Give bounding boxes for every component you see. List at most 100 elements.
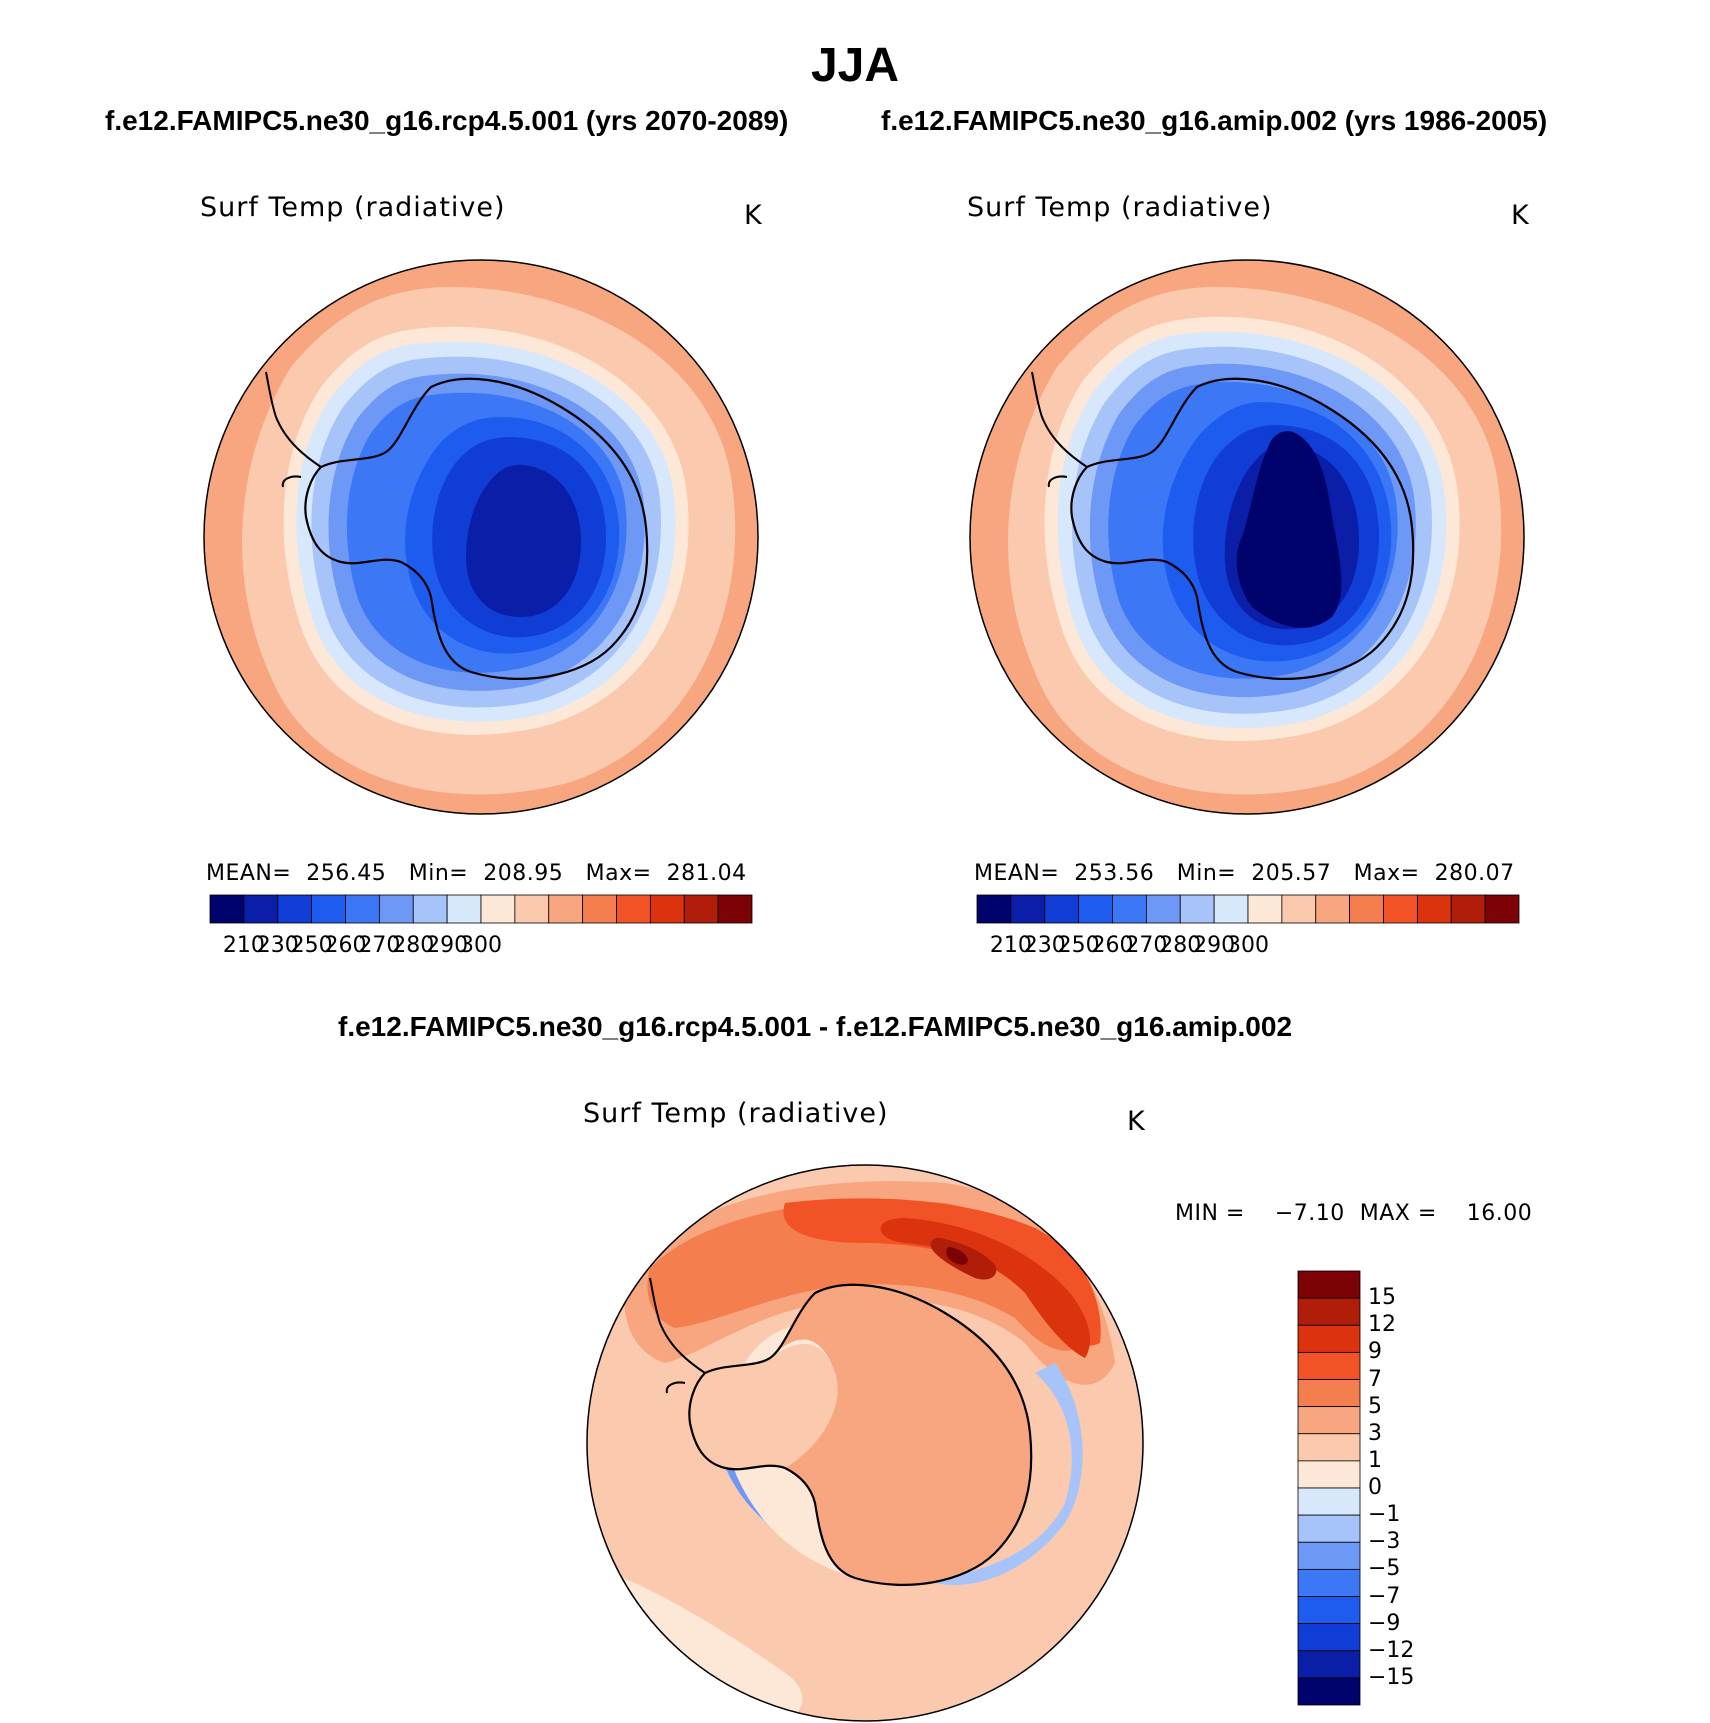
panel2-colorbar-swatch: [1484, 894, 1520, 924]
panel1-colorbar-swatch: [683, 894, 719, 924]
diff-colorbar-tick-label: −12: [1368, 1637, 1415, 1663]
panel2-colorbar-swatch: [1315, 894, 1351, 924]
panel2-polar-map: [969, 259, 1525, 815]
panel2-field-190: [1236, 431, 1342, 628]
panel2-colorbar-swatch: [1383, 894, 1418, 924]
panel1-map-border: [203, 259, 759, 815]
panel2-colorbar-swatch: [1349, 894, 1384, 924]
diff-colorbar-swatch: [1297, 1541, 1361, 1570]
diff-colorbar-tick-label: −3: [1368, 1529, 1401, 1555]
panel2-colorbar-tick-label: 300: [1227, 933, 1269, 958]
diff-colorbar-swatch: [1297, 1324, 1361, 1353]
panel1-colorbar-swatch: [514, 894, 550, 924]
panel2-colorbar-swatch: [1281, 894, 1317, 924]
panel2-colorbar-swatch: [1044, 894, 1080, 924]
panel2-colorbar-tick-label: 210: [989, 933, 1032, 958]
panel1-colorbar-swatch: [412, 894, 448, 924]
panel1-colorbar-swatch: [209, 894, 245, 924]
panel2-colorbar-tick-label: 290: [1193, 933, 1236, 958]
panel1-colorbar-swatch: [717, 894, 753, 924]
diff-colorbar-swatch: [1297, 1379, 1361, 1408]
diff-colorbar-tick-label: 3: [1368, 1420, 1382, 1446]
panel2-colorbar-swatch: [1145, 894, 1181, 924]
diff-field-continent: [770, 1284, 1032, 1585]
diff-colorbar-swatch: [1297, 1650, 1361, 1679]
diff-colorbar-swatch: [1297, 1623, 1361, 1652]
diff-colorbar-swatch: [1297, 1351, 1361, 1380]
panel1-colorbar-tick-label: 300: [460, 933, 502, 958]
panel2-colorbar-swatch: [1213, 894, 1249, 924]
panel1-colorbar-swatch: [480, 894, 516, 924]
panel2-colorbar: [976, 894, 1520, 924]
diff-colorbar-tick-label: −9: [1368, 1610, 1401, 1636]
panel1-colorbar-tick-label: 280: [392, 933, 435, 958]
diff-colorbar-swatch: [1297, 1487, 1361, 1516]
diff-coastline: [688, 1283, 1033, 1586]
panel1-field-200: [466, 464, 581, 617]
diff-field-15: [946, 1247, 968, 1265]
diff-colorbar-tick-label: 12: [1368, 1312, 1396, 1338]
panel1-colorbar-swatch: [277, 894, 313, 924]
panel1-colorbar-swatch: [446, 894, 482, 924]
panel2-colorbar-swatch: [1179, 894, 1215, 924]
figure-title: JJA: [810, 39, 900, 92]
diff-colorbar-swatch: [1297, 1406, 1361, 1435]
panel1-peninsula: [265, 371, 322, 488]
panel2-peninsula: [1031, 371, 1088, 488]
panel2-colorbar-swatch: [1112, 894, 1147, 924]
panel2-colorbar-tick-label: 260: [1091, 933, 1134, 958]
diff-colorbar-swatch: [1297, 1460, 1361, 1489]
panel1-colorbar-swatch: [243, 894, 279, 924]
diff-colorbar-swatch: [1297, 1677, 1361, 1706]
diff-colorbar-swatch: [1297, 1433, 1361, 1462]
diff-colorbar-swatch: [1297, 1568, 1361, 1597]
diff-colorbar-tick-label: 7: [1368, 1366, 1382, 1392]
diff-field-west-continent: [689, 1343, 838, 1470]
panel2-colorbar-tick-label: 270: [1125, 933, 1168, 958]
panel2-colorbar-swatch: [1416, 894, 1452, 924]
panel1-colorbar-tick-label: 230: [256, 933, 299, 958]
diff-colorbar-tick-label: 1: [1368, 1447, 1382, 1473]
diff-colorbar-tick-label: −1: [1368, 1502, 1401, 1528]
diff-colorbar-swatch: [1297, 1297, 1361, 1326]
panel2-colorbar-tick-label: 250: [1057, 933, 1100, 958]
panel1-colorbar-tick-label: 290: [426, 933, 469, 958]
panel1-colorbar-tick-label: 260: [324, 933, 367, 958]
panel2-stats: MEAN= 253.56 Min= 205.57 Max= 280.07: [974, 861, 1515, 886]
panel2-units: K: [1511, 200, 1529, 231]
panel2-colorbar-swatch: [1450, 894, 1486, 924]
panel1-colorbar-swatch: [378, 894, 414, 924]
diff-field-7: [783, 1198, 1101, 1346]
panel1-colorbar-tick-label: 270: [358, 933, 401, 958]
panel1-colorbar-swatch: [616, 894, 651, 924]
panel2-coastline: [1070, 377, 1415, 680]
panel1-colorbar-tick-label: 250: [290, 933, 333, 958]
diff-peninsula: [649, 1277, 706, 1394]
diff-colorbar-tick-label: 5: [1368, 1393, 1382, 1419]
panel2-map-border: [969, 259, 1525, 815]
diff-colorbar-tick-label: 15: [1368, 1285, 1396, 1311]
diff-colorbar-tick-label: −5: [1368, 1556, 1401, 1582]
case-label: f.e12.FAMIPC5.ne30_g16.rcp4.5.001 (yrs 2…: [105, 105, 789, 136]
panel2-colorbar-swatch: [976, 894, 1012, 924]
diff-colorbar-tick-label: −7: [1368, 1583, 1401, 1609]
panel2-colorbar-tick-label: 280: [1159, 933, 1202, 958]
panel1-colorbar-swatch: [548, 894, 584, 924]
panel1-polar-map: [203, 259, 759, 815]
panel2-colorbar-tick-label: 230: [1023, 933, 1066, 958]
diff-colorbar-swatch: [1297, 1596, 1361, 1625]
panel1-colorbar-swatch: [345, 894, 380, 924]
panel1-stats: MEAN= 256.45 Min= 208.95 Max= 281.04: [206, 861, 747, 886]
panel1-units: K: [744, 200, 762, 231]
diff-colorbar-tick-label: 9: [1368, 1339, 1382, 1365]
diff-stats: MIN = −7.10 MAX = 16.00: [1175, 1201, 1533, 1226]
diff-colorbar-tick-label: −15: [1368, 1664, 1415, 1690]
diff-variable-title: Surf Temp (radiative): [583, 1098, 889, 1129]
diff-polar-map: [586, 1164, 1144, 1722]
panel1-colorbar-swatch: [649, 894, 685, 924]
diff-label: f.e12.FAMIPC5.ne30_g16.rcp4.5.001 - f.e1…: [338, 1011, 1293, 1042]
panel1-colorbar: [209, 894, 753, 924]
panel1-variable-title: Surf Temp (radiative): [200, 192, 506, 223]
panel1-colorbar-tick-label: 210: [222, 933, 265, 958]
diff-colorbar-tick-label: 0: [1368, 1475, 1382, 1500]
